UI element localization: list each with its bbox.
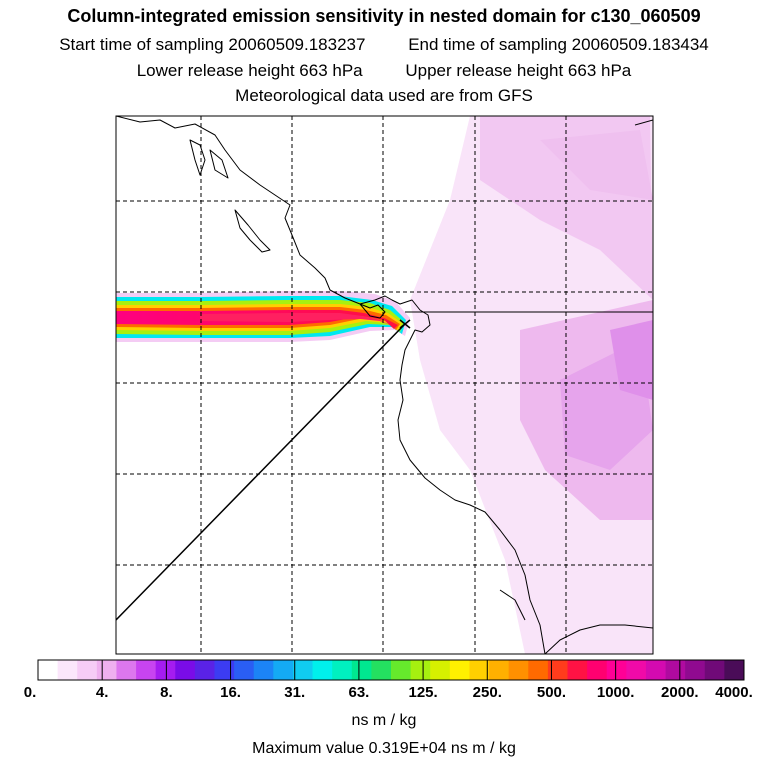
color-swatch — [155, 660, 176, 680]
color-swatch — [391, 660, 412, 680]
color-swatch — [410, 660, 431, 680]
map-frame — [115, 115, 654, 655]
start-time-label: Start time of sampling — [59, 35, 224, 54]
color-swatch — [77, 660, 98, 680]
meteo-source-line: Meteorological data used are from GFS — [235, 86, 533, 105]
color-swatch — [214, 660, 235, 680]
color-scale-tick-label: 250. — [472, 684, 502, 701]
end-time-value: 20060509.183434 — [571, 35, 709, 54]
color-swatch — [332, 660, 353, 680]
color-scale-tick-label: 8. — [160, 684, 173, 701]
color-scale-tick-label: 63. — [348, 684, 370, 701]
color-scale-tick-label: 2000. — [661, 684, 699, 701]
map-gridlines — [116, 116, 653, 654]
color-swatch — [273, 660, 294, 680]
color-swatch — [528, 660, 549, 680]
color-swatch — [430, 660, 451, 680]
lower-release-label: Lower release height — [136, 61, 295, 80]
color-swatch — [724, 660, 745, 680]
map-title: Column-integrated emission sensitivity i… — [67, 6, 701, 26]
emission-plume — [116, 291, 410, 342]
color-swatch — [38, 660, 59, 680]
color-scale-border — [37, 659, 745, 681]
units-label: ns m / kg — [351, 712, 417, 729]
release-height-line: Lower release height 663 hPa Upper relea… — [0, 61, 768, 81]
color-swatch — [567, 660, 588, 680]
color-swatch — [449, 660, 470, 680]
sampling-time-line: Start time of sampling 20060509.183237 E… — [0, 35, 768, 55]
color-scale-tick-label: 500. — [536, 684, 567, 701]
coastline — [116, 116, 653, 654]
color-swatch — [587, 660, 608, 680]
color-swatch — [292, 660, 313, 680]
end-time-label: End time of sampling — [408, 35, 567, 54]
color-swatch — [175, 660, 196, 680]
color-swatch — [685, 660, 706, 680]
color-swatch — [665, 660, 686, 680]
color-scale-tick-label: 1000. — [596, 684, 635, 701]
release-point-lines — [116, 311, 653, 621]
color-swatch — [469, 660, 490, 680]
color-swatch — [312, 660, 333, 680]
color-swatch — [645, 660, 666, 680]
color-swatch — [253, 660, 274, 680]
color-scale-tick-label: 16. — [220, 684, 241, 701]
color-swatch — [136, 660, 157, 680]
start-time-value: 20060509.183237 — [228, 35, 366, 54]
color-swatch — [96, 660, 117, 680]
color-swatch — [704, 660, 725, 680]
color-swatch — [194, 660, 215, 680]
low-sensitivity-field — [410, 116, 653, 654]
lower-release-value: 663 hPa — [299, 61, 363, 80]
color-scale-tick-label: 0. — [23, 684, 37, 701]
color-swatch — [234, 660, 255, 680]
color-swatch — [351, 660, 372, 680]
color-scale-bar — [38, 660, 745, 680]
color-swatch — [371, 660, 392, 680]
color-swatch — [547, 660, 568, 680]
color-scale-tick-label: 4000. — [715, 684, 753, 701]
color-swatch — [489, 660, 510, 680]
color-scale-tick-label: 31. — [284, 684, 306, 701]
color-scale-tick-label: 4. — [95, 684, 109, 701]
maximum-value-label: Maximum value 0.319E+04 ns m / kg — [252, 740, 516, 757]
color-swatch — [116, 660, 137, 680]
color-swatch — [626, 660, 647, 680]
color-scale-tick-label: 125. — [408, 684, 438, 701]
upper-release-label: Upper release height — [405, 61, 564, 80]
color-swatch — [508, 660, 529, 680]
color-swatch — [606, 660, 627, 680]
color-swatch — [57, 660, 78, 680]
upper-release-value: 663 hPa — [567, 61, 632, 80]
